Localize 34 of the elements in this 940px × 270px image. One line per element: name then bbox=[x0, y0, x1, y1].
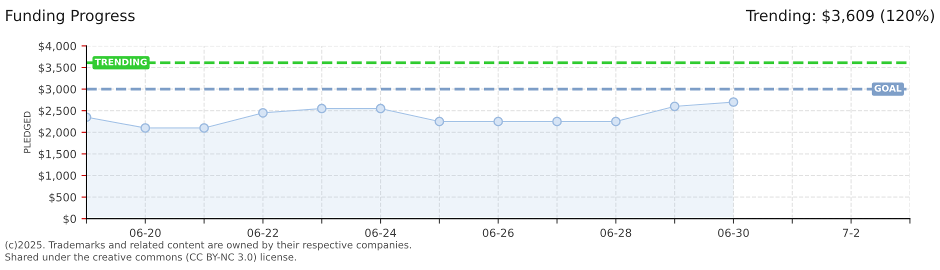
x-tick-label: 06-20 bbox=[130, 228, 161, 238]
text: (c)2025. Trademarks and related content are owned by their respective companies. bbox=[6, 240, 411, 250]
y-tick-label: $2,000 bbox=[38, 128, 76, 138]
chart-subtitle: Trending: $3,609 (120%) bbox=[746, 9, 934, 24]
x-tick-label: 7-2 bbox=[842, 228, 860, 237]
x-tick-label: 06-26 bbox=[482, 228, 514, 238]
text: Shared under the creative commons (CC BY-NC 3.0) license. bbox=[5, 253, 296, 262]
ref-line-label: GOAL bbox=[874, 84, 902, 92]
point bbox=[493, 116, 504, 126]
point bbox=[140, 123, 150, 133]
x-tick-label: 06-24 bbox=[365, 228, 396, 238]
point bbox=[199, 123, 209, 133]
x-tick-label: 06-28 bbox=[600, 228, 632, 238]
point bbox=[610, 116, 621, 126]
y-axis-title: PLEDGED bbox=[24, 111, 31, 153]
y-tick-label: $3,500 bbox=[38, 63, 76, 74]
ref-line-label: TRENDING bbox=[94, 58, 147, 66]
y-tick-label: $1,000 bbox=[38, 171, 76, 182]
chart-title: Funding Progress bbox=[6, 9, 135, 24]
y-tick-label: $0 bbox=[64, 214, 76, 225]
y-tick-label: $1,500 bbox=[38, 150, 76, 160]
point bbox=[670, 102, 680, 112]
y-tick-label: $3,000 bbox=[38, 84, 76, 95]
point bbox=[316, 104, 327, 114]
point bbox=[258, 108, 268, 118]
y-tick-label: $500 bbox=[49, 192, 76, 203]
point bbox=[728, 97, 738, 107]
point bbox=[552, 116, 562, 126]
x-tick-label: 06-22 bbox=[248, 228, 278, 238]
y-tick-label: $2,500 bbox=[38, 106, 76, 117]
point bbox=[376, 104, 386, 114]
y-tick-label: $4,000 bbox=[38, 42, 76, 52]
point bbox=[434, 116, 444, 126]
x-tick-label: 06-30 bbox=[718, 228, 749, 238]
